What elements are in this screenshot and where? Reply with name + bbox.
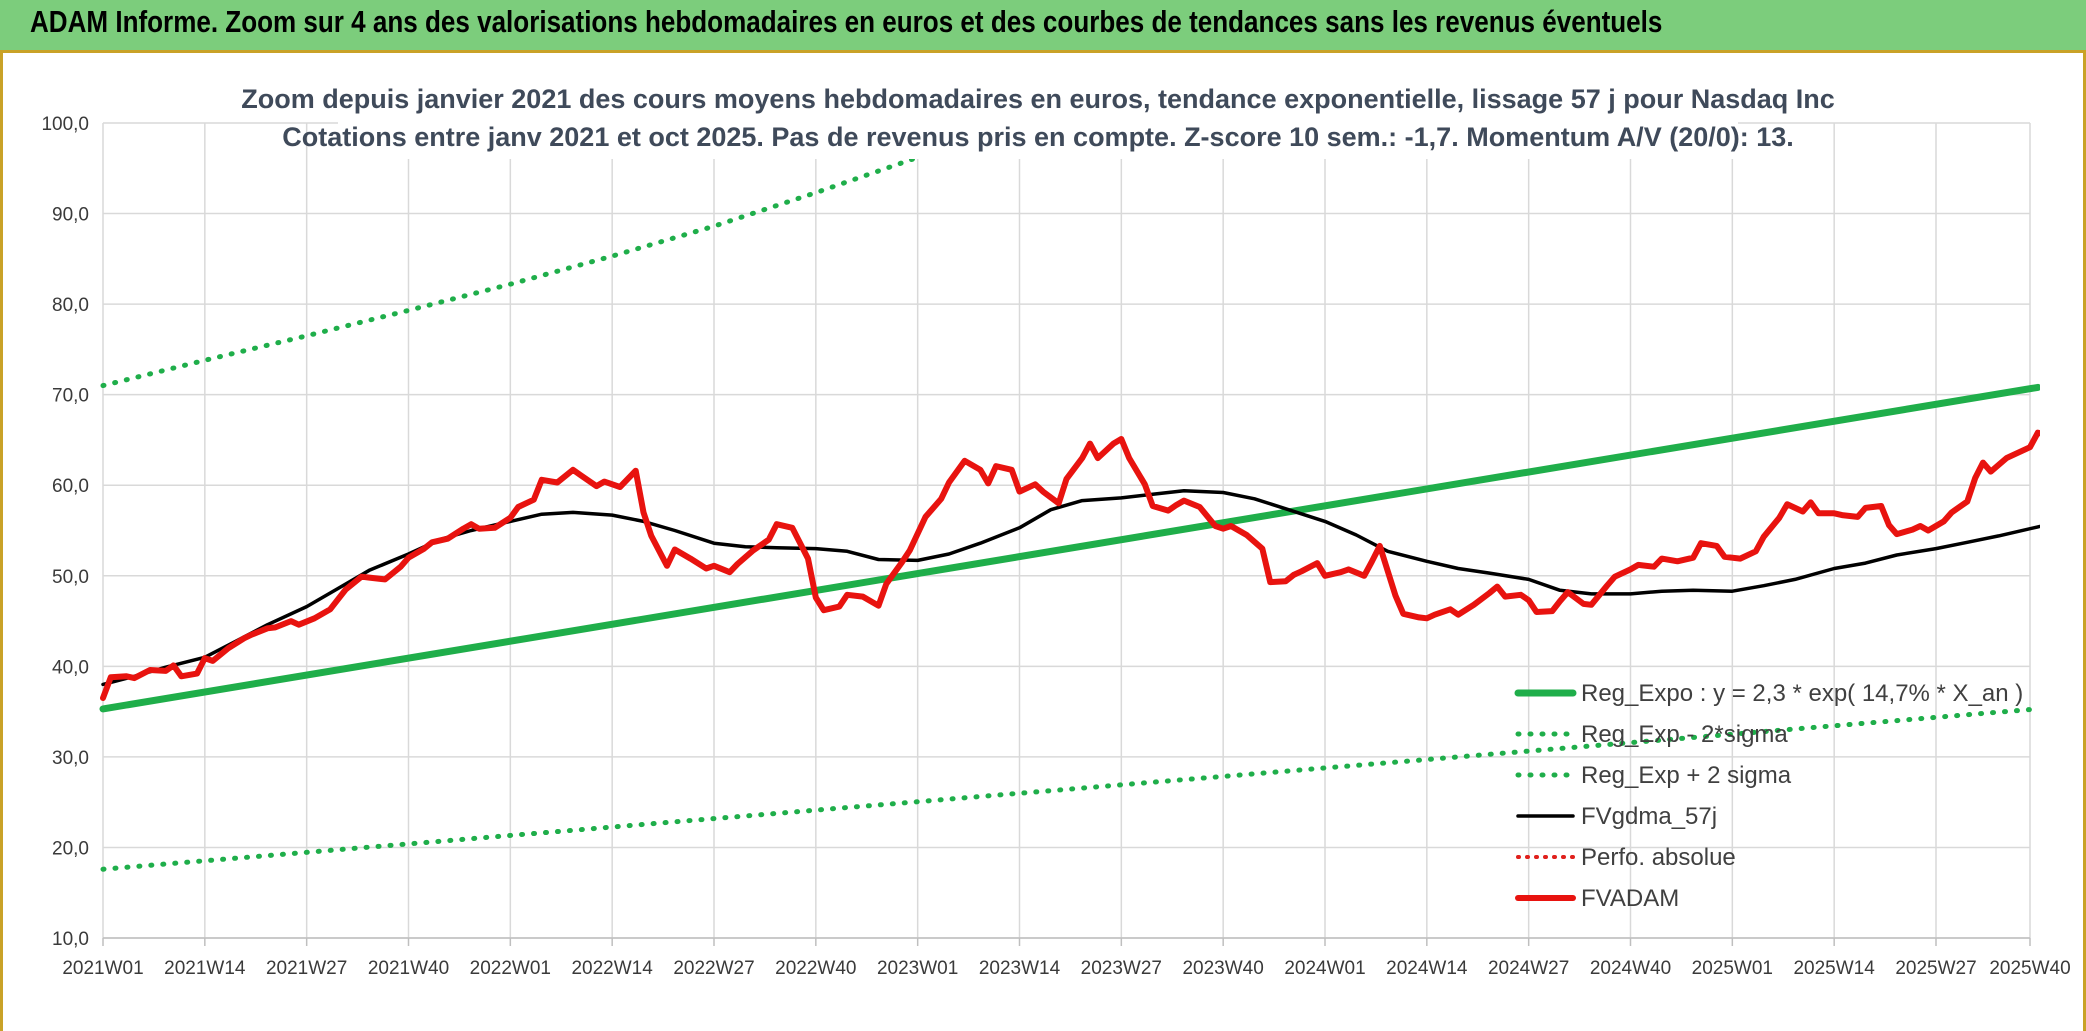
chart-titles: Zoom depuis janvier 2021 des cours moyen… <box>241 77 1835 159</box>
x-tick-label: 2025W40 <box>1989 958 2070 979</box>
chart-frame: Zoom depuis janvier 2021 des cours moyen… <box>0 53 2086 1031</box>
series-reg-expo <box>99 383 2040 713</box>
x-tick-label: 2021W14 <box>164 958 246 979</box>
legend: Reg_Expo : y = 2,3 * exp( 14,7% * X_an )… <box>1514 680 2023 912</box>
legend-fvadam: FVADAM <box>1515 885 1679 912</box>
chart-title: Zoom depuis janvier 2021 des cours moyen… <box>241 84 1835 114</box>
y-tick-label: 70,0 <box>52 386 89 407</box>
x-tick-label: 2024W27 <box>1488 958 1569 979</box>
x-tick-label: 2023W40 <box>1182 958 1263 979</box>
x-tick-label: 2023W27 <box>1081 958 1162 979</box>
x-tick-label: 2021W01 <box>62 958 143 979</box>
series-reg-exp-minus <box>100 706 2040 872</box>
legend-label: Perfo. absolue <box>1581 844 1736 871</box>
series-layer <box>99 123 2040 872</box>
y-tick-label: 90,0 <box>52 205 89 226</box>
x-tick-label: 2024W40 <box>1590 958 1671 979</box>
axes: 100,0 90,0 80,0 70,0 60,0 50,0 40,0 30,0 20,0 10,… <box>41 114 2070 979</box>
y-tick-label: 40,0 <box>52 657 89 678</box>
x-tick-label: 2025W01 <box>1692 958 1773 979</box>
x-tick-label: 2022W27 <box>673 958 754 979</box>
x-tick-label: 2024W14 <box>1386 958 1468 979</box>
y-tick-label: 60,0 <box>52 476 89 497</box>
x-tick-label: 2024W01 <box>1284 958 1365 979</box>
y-tick-label: 20,0 <box>52 838 89 859</box>
y-tick-label: 30,0 <box>52 748 89 769</box>
legend-label: Reg_Exp - 2*sigma <box>1581 721 1788 748</box>
series-fvadam <box>100 429 2040 701</box>
chart-subtitle: Cotations entre janv 2021 et oct 2025. P… <box>282 122 1794 152</box>
x-tick-label: 2023W01 <box>877 958 958 979</box>
x-tick-label: 2021W27 <box>266 958 347 979</box>
report-title: ADAM Informe. Zoom sur 4 ans des valoris… <box>30 4 1663 39</box>
x-tick-label: 2022W40 <box>775 958 856 979</box>
legend-reg-exp-minus: Reg_Exp - 2*sigma <box>1515 721 1788 748</box>
report-banner: ADAM Informe. Zoom sur 4 ans des valoris… <box>0 0 2086 53</box>
x-tick-label: 2022W01 <box>470 958 551 979</box>
line-chart: Zoom depuis janvier 2021 des cours moyen… <box>41 77 2071 979</box>
y-tick-label: 10,0 <box>52 929 89 950</box>
y-tick-label: 100,0 <box>41 114 89 135</box>
series-fvgdma <box>101 488 2040 687</box>
x-tick-label: 2021W40 <box>368 958 449 979</box>
grid-lines <box>102 122 2031 939</box>
y-tick-label: 80,0 <box>52 295 89 316</box>
legend-label: FVgdma_57j <box>1581 803 1717 830</box>
legend-label: Reg_Exp + 2 sigma <box>1581 762 1792 789</box>
x-tick-label: 2025W27 <box>1895 958 1976 979</box>
x-tick-label: 2022W14 <box>571 958 653 979</box>
y-tick-label: 50,0 <box>52 567 89 588</box>
legend-label: Reg_Expo : y = 2,3 * exp( 14,7% * X_an ) <box>1581 680 2023 707</box>
x-tick-label: 2025W14 <box>1793 958 1875 979</box>
x-tick-label: 2023W14 <box>979 958 1061 979</box>
title-background <box>338 77 1738 159</box>
legend-reg-expo: Reg_Expo : y = 2,3 * exp( 14,7% * X_an ) <box>1514 680 2023 707</box>
legend-fvgdma: FVgdma_57j <box>1516 803 1717 830</box>
legend-label: FVADAM <box>1581 885 1679 912</box>
legend-perfo: Perfo. absolue <box>1516 844 1736 871</box>
legend-reg-exp-plus: Reg_Exp + 2 sigma <box>1515 762 1792 789</box>
